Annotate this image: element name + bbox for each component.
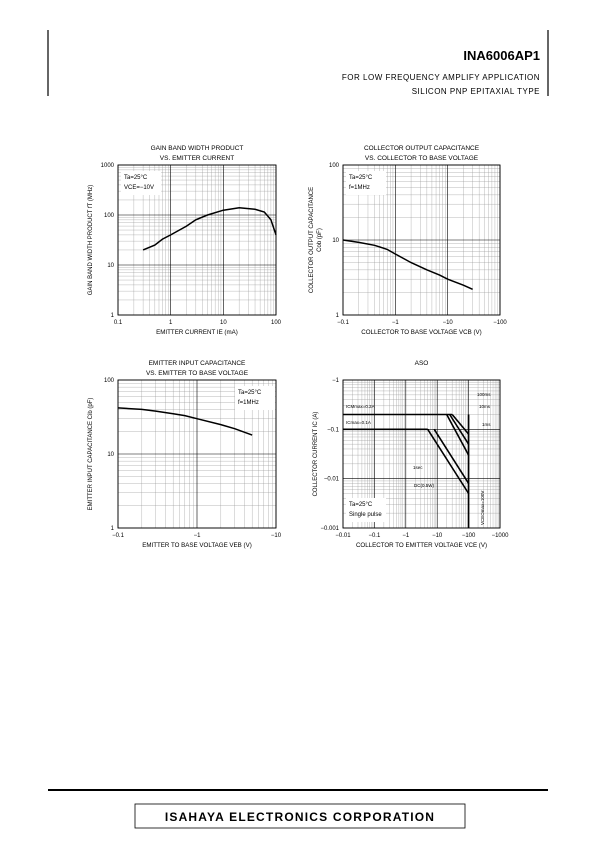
x-tick-label: −10 — [443, 320, 454, 326]
y-tick-label: −1 — [332, 378, 340, 384]
y-tick-label: 1 — [336, 313, 340, 319]
chart-title: EMITTER INPUT CAPACITANCE — [149, 360, 246, 367]
plot-frame — [342, 379, 501, 529]
y-tick-label: 10 — [107, 452, 114, 458]
y-tick-label: 1 — [111, 526, 115, 532]
x-tick-label: 10 — [220, 320, 227, 326]
y-tick-label: −0.1 — [327, 427, 340, 433]
x-tick-label: 1 — [169, 320, 173, 326]
x-tick-label: 100 — [271, 320, 282, 326]
data-line — [449, 414, 470, 445]
x-axis-label: COLLECTOR TO BASE VOLTAGE VCB (V) — [361, 329, 481, 336]
annotation: f=1MHz — [238, 400, 259, 406]
series-label: VCEOmax=100V — [480, 491, 485, 525]
y-tick-label: 100 — [104, 213, 115, 219]
y-axis-label: Cob (pF) — [317, 228, 323, 252]
header-line: SILICON PNP EPITAXIAL TYPE — [412, 87, 540, 96]
x-tick-label: 0.1 — [114, 320, 123, 326]
y-axis-label: GAIN BAND WIDTH PRODUCT fT (MHz) — [88, 185, 94, 295]
y-tick-label: −0.01 — [324, 477, 340, 483]
company-name: ISAHAYA ELECTRONICS CORPORATION — [165, 810, 435, 824]
annotation: Ta=25°C — [124, 175, 148, 181]
part-number: INA6006AP1 — [463, 48, 540, 63]
data-line — [427, 428, 470, 494]
y-axis-label: COLLECTOR OUTPUT CAPACITANCE — [309, 187, 315, 293]
annotation-box — [235, 386, 275, 410]
header-line: FOR LOW FREQUENCY AMPLIFY APPLICATION — [342, 73, 540, 82]
series-label: 10ms — [479, 404, 491, 409]
y-axis-label: COLLECTOR CURRENT IC (A) — [313, 412, 319, 497]
annotation: f=1MHz — [349, 185, 370, 191]
series-label: 1ms — [482, 422, 491, 427]
x-tick-label: −0.1 — [112, 533, 125, 539]
data-line — [142, 206, 277, 251]
x-tick-label: −10 — [271, 533, 282, 539]
series-label: DC(0.5W) — [414, 483, 435, 488]
plot-frame — [117, 164, 277, 316]
x-tick-label: −0.1 — [337, 320, 350, 326]
annotation: Ta=25°C — [349, 502, 373, 508]
y-tick-label: 1000 — [101, 163, 115, 169]
annotation: Ta=25°C — [238, 390, 262, 396]
series-label: ICmax=0.1A — [346, 420, 371, 425]
chart-subtitle: VS. EMITTER CURRENT — [160, 155, 234, 162]
y-tick-label: 100 — [329, 163, 340, 169]
y-tick-label: −0.001 — [320, 526, 339, 532]
series-label: 100ms — [477, 392, 491, 397]
plot-frame — [117, 379, 277, 529]
annotation-box — [346, 498, 386, 522]
annotation-box — [346, 171, 386, 195]
data-line — [117, 407, 253, 436]
x-tick-label: −100 — [493, 320, 507, 326]
x-tick-label: −1 — [194, 533, 202, 539]
x-axis-label: EMITTER CURRENT IE (mA) — [156, 329, 238, 336]
x-tick-label: −1 — [392, 320, 400, 326]
y-tick-label: 100 — [104, 378, 115, 384]
x-tick-label: −10 — [432, 533, 443, 539]
x-tick-label: −0.01 — [335, 533, 351, 539]
x-tick-label: −1 — [402, 533, 410, 539]
series-label: ICMmax=0.2A — [346, 404, 375, 409]
x-tick-label: −0.1 — [368, 533, 381, 539]
chart-title: GAIN BAND WIDTH PRODUCT — [151, 145, 244, 152]
chart-subtitle: VS. COLLECTOR TO BASE VOLTAGE — [365, 155, 479, 162]
chart-title: ASO — [415, 360, 429, 367]
x-tick-label: −1000 — [492, 533, 510, 539]
chart-title: COLLECTOR OUTPUT CAPACITANCE — [364, 145, 480, 152]
x-axis-label: COLLECTOR TO EMITTER VOLTAGE VCE (V) — [356, 542, 487, 549]
x-axis-label: EMITTER TO BASE VOLTAGE VEB (V) — [142, 542, 252, 549]
annotation-box — [121, 171, 161, 195]
data-line — [445, 414, 470, 456]
annotation: Ta=25°C — [349, 175, 373, 181]
chart-subtitle: VS. EMITTER TO BASE VOLTAGE — [146, 370, 249, 377]
annotation: Single pulse — [349, 512, 382, 518]
y-axis-label: EMITTER INPUT CAPACITANCE Cib (pF) — [88, 398, 94, 511]
data-line — [433, 428, 470, 484]
series-label: 1sec — [413, 465, 423, 470]
y-tick-label: 10 — [332, 238, 339, 244]
annotation: VCE=−10V — [124, 185, 154, 191]
y-tick-label: 1 — [111, 313, 115, 319]
x-tick-label: −100 — [462, 533, 476, 539]
y-tick-label: 10 — [107, 263, 114, 269]
footer-box — [134, 803, 466, 829]
data-line — [451, 413, 470, 435]
data-line — [342, 239, 473, 290]
